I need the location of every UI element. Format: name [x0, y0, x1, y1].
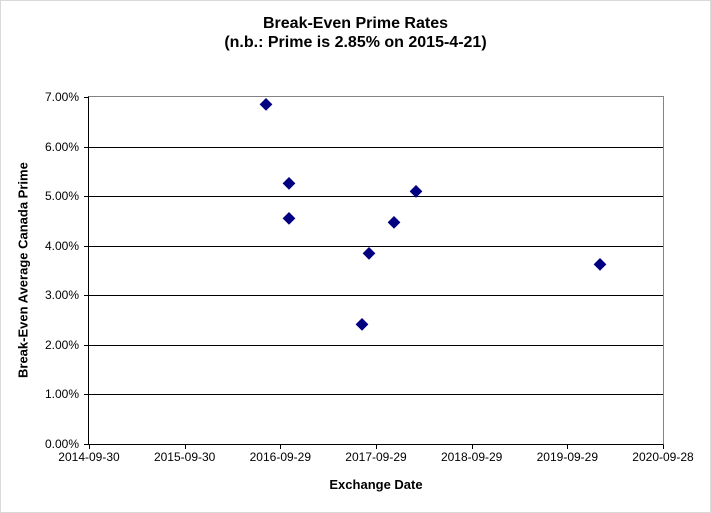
y-gridline [89, 196, 663, 198]
y-axis-tick [84, 295, 88, 297]
y-gridline [89, 394, 663, 396]
data-point [283, 212, 296, 225]
data-point [594, 257, 607, 270]
y-gridline [89, 146, 663, 148]
x-axis-tick [471, 445, 473, 449]
data-point [363, 246, 376, 259]
x-axis-tick-label: 2016-09-29 [249, 450, 312, 464]
y-axis-tick-label: 3.00% [44, 288, 79, 303]
x-axis-tick [663, 445, 664, 449]
x-axis-tick [567, 445, 569, 449]
x-axis-title: Exchange Date [329, 477, 423, 492]
y-axis-tick [84, 444, 88, 445]
data-point [283, 176, 296, 189]
x-axis-tick-label: 2017-09-29 [345, 450, 407, 464]
x-axis-tick [89, 445, 90, 449]
y-gridline [89, 344, 663, 346]
x-axis-tick-label: 2020-09-28 [632, 450, 694, 464]
y-axis-tick-label: 0.00% [44, 437, 79, 451]
y-axis-tick-label: 4.00% [44, 238, 79, 253]
y-axis-tick-label: 5.00% [44, 189, 79, 204]
data-point [259, 98, 272, 111]
chart-title: Break-Even Prime Rates (n.b.: Prime is 2… [1, 14, 710, 52]
y-axis-tick-label: 7.00% [44, 90, 79, 104]
y-axis-tick [84, 146, 88, 148]
x-axis-tick [376, 445, 377, 449]
x-axis-tick-label: 2014-09-30 [58, 450, 120, 464]
y-gridline [89, 245, 663, 247]
y-axis-tick [84, 245, 88, 247]
data-point [355, 318, 368, 331]
y-axis-tick-label: 6.00% [44, 139, 79, 154]
y-axis-tick [84, 97, 88, 98]
x-axis-tick-label: 2019-09-29 [536, 450, 599, 464]
x-axis-tick [280, 445, 282, 449]
x-axis-tick-label: 2015-09-30 [153, 450, 216, 464]
chart-title-line1: Break-Even Prime Rates [263, 15, 448, 32]
y-axis-tick [84, 394, 88, 396]
x-axis-tick [184, 445, 186, 449]
chart-title-line2: (n.b.: Prime is 2.85% on 2015-4-21) [224, 34, 487, 51]
x-axis-tick-label: 2018-09-29 [440, 450, 503, 464]
y-axis-tick [84, 344, 88, 346]
plot-area: 0.00% 1.00% 2.00% 3.00% 4.00% 5.00% 6.00% 7.00%… [45, 90, 694, 464]
y-axis-tick [84, 196, 88, 198]
y-axis-tick-label: 1.00% [44, 387, 79, 402]
y-gridline [89, 295, 663, 297]
y-axis-tick-label: 2.00% [44, 337, 79, 352]
data-point [387, 216, 400, 229]
